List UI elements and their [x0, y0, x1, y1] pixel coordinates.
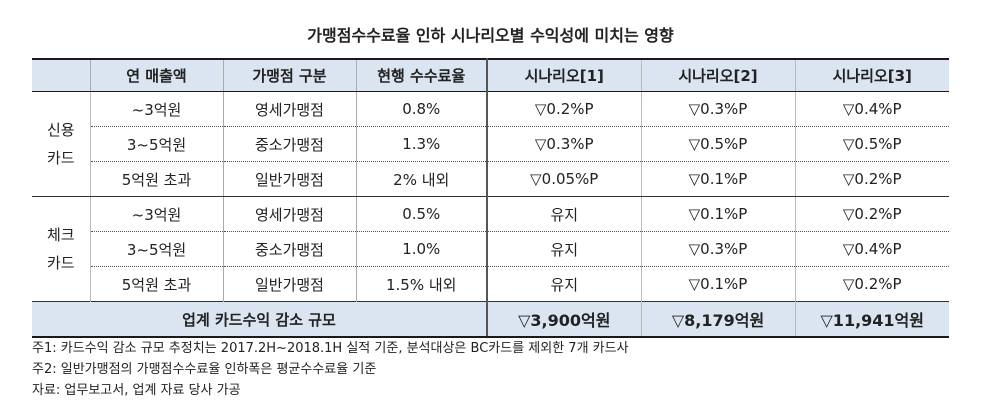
- cell-scenario-1: 유지: [487, 266, 642, 302]
- cell-current-rate: 1.5% 내외: [356, 266, 488, 302]
- cell-merchant-type: 영세가맹점: [223, 196, 357, 232]
- fee-scenario-table: 연 매출액 가맹점 구분 현행 수수료율 시나리오[1] 시나리오[2] 시나리…: [32, 58, 949, 338]
- group-label-line: 카드: [46, 254, 75, 272]
- cell-scenario-2: ▽0.5%P: [641, 126, 796, 162]
- cell-sales: 5억원 초과: [90, 266, 224, 302]
- cell-scenario-1: ▽0.2%P: [487, 91, 642, 127]
- table-row: 5억원 초과 일반가맹점 1.5% 내외 유지 ▽0.1%P ▽0.2%P: [32, 266, 949, 302]
- cell-merchant-type: 일반가맹점: [223, 161, 357, 197]
- header-row: 연 매출액 가맹점 구분 현행 수수료율 시나리오[1] 시나리오[2] 시나리…: [32, 58, 949, 92]
- header-scenario-3: 시나리오[3]: [795, 58, 949, 92]
- table-row: 신용 카드 ~3억원 영세가맹점 0.8% ▽0.2%P ▽0.3%P ▽0.4…: [32, 91, 949, 197]
- footnote-2: 주2: 일반가맹점의 가맹점수수료율 인하폭은 평균수수료율 기준: [32, 362, 377, 377]
- cell-scenario-3: ▽0.4%P: [795, 91, 949, 127]
- footnotes: 주1: 카드수익 감소 규모 추정치는 2017.2H~2018.1H 실적 기…: [32, 338, 629, 401]
- summary-scenario-1: ▽3,900억원: [487, 301, 642, 338]
- group-label-credit: 신용 카드: [32, 91, 91, 197]
- group-label-line: 신용: [46, 121, 75, 139]
- cell-merchant-type: 중소가맹점: [223, 231, 357, 267]
- cell-current-rate: 0.8%: [356, 91, 488, 127]
- cell-scenario-2: ▽0.3%P: [641, 231, 796, 267]
- table-row: 3~5억원 중소가맹점 1.3% ▽0.3%P ▽0.5%P ▽0.5%P: [32, 126, 949, 162]
- cell-current-rate: 2% 내외: [356, 161, 488, 197]
- cell-current-rate: 0.5%: [356, 196, 488, 232]
- cell-sales: 3~5억원: [90, 126, 224, 162]
- cell-scenario-3: ▽0.5%P: [795, 126, 949, 162]
- cell-scenario-1: 유지: [487, 196, 642, 232]
- cell-merchant-type: 일반가맹점: [223, 266, 357, 302]
- cell-scenario-1: ▽0.05%P: [487, 161, 642, 197]
- cell-scenario-3: ▽0.4%P: [795, 231, 949, 267]
- group-label-line: 체크: [46, 226, 75, 244]
- cell-sales: 3~5억원: [90, 231, 224, 267]
- table-row: 3~5억원 중소가맹점 1.0% 유지 ▽0.3%P ▽0.4%P: [32, 231, 949, 267]
- cell-merchant-type: 중소가맹점: [223, 126, 357, 162]
- summary-row: 업계 카드수익 감소 규모 ▽3,900억원 ▽8,179억원 ▽11,941억…: [32, 301, 949, 338]
- cell-scenario-3: ▽0.2%P: [842, 275, 902, 293]
- footnote-source: 자료: 업무보고서, 업계 자료 당사 가공: [32, 383, 241, 398]
- cell-scenario-1: 유지: [487, 231, 642, 267]
- table-row: 5억원 초과 일반가맹점 2% 내외 ▽0.05%P ▽0.1%P ▽0.2%P: [32, 161, 949, 197]
- group-label-line: 카드: [46, 149, 75, 167]
- summary-label: 업계 카드수익 감소 규모: [32, 301, 488, 338]
- cell-scenario-2: ▽0.1%P: [641, 196, 796, 232]
- header-scenario-1: 시나리오[1]: [487, 58, 642, 92]
- cell-scenario-2: ▽0.1%P: [641, 266, 796, 302]
- summary-scenario-2: ▽8,179억원: [641, 301, 796, 338]
- cell-scenario-3: ▽0.2%P: [795, 161, 949, 197]
- cell-scenario-1: ▽0.3%P: [487, 126, 642, 162]
- header-merchant-type: 가맹점 구분: [223, 58, 357, 92]
- cell-sales: 5억원 초과: [90, 161, 224, 197]
- cell-current-rate: 1.3%: [356, 126, 488, 162]
- cell-sales: ~3억원: [90, 91, 224, 127]
- cell-merchant-type: 영세가맹점: [223, 91, 357, 127]
- cell-scenario-2: ▽0.1%P: [641, 161, 796, 197]
- group-label-check: 체크 카드: [32, 196, 91, 302]
- table-title: 가맹점수수료율 인하 시나리오별 수익성에 미치는 영향: [307, 26, 674, 45]
- table-row: 체크 카드 ~3억원 영세가맹점 0.5% 유지 ▽0.1%P ▽0.2%P: [32, 196, 949, 302]
- cell-current-rate: 1.0%: [356, 231, 488, 267]
- header-current-rate: 현행 수수료율: [356, 58, 488, 92]
- cell-sales: ~3억원: [90, 196, 224, 232]
- summary-scenario-3: ▽11,941억원: [795, 301, 949, 338]
- cell-scenario-3: ▽0.2%P: [795, 196, 949, 232]
- footnote-1: 주1: 카드수익 감소 규모 추정치는 2017.2H~2018.1H 실적 기…: [32, 341, 629, 356]
- cell-scenario-2: ▽0.3%P: [641, 91, 796, 127]
- header-sales: 연 매출액: [90, 58, 224, 92]
- header-scenario-2: 시나리오[2]: [641, 58, 796, 92]
- header-blank: [32, 58, 91, 92]
